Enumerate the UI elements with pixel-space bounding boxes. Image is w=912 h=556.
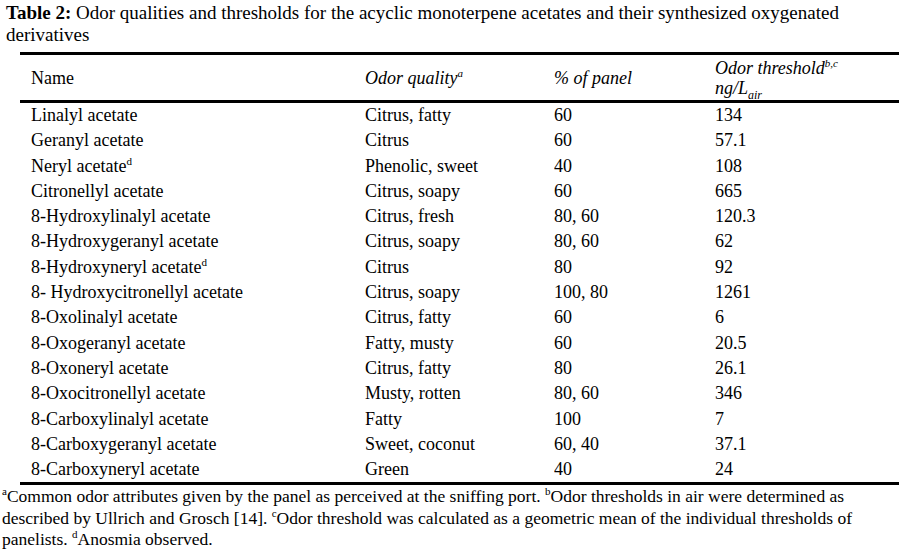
cell-threshold: 134 (715, 102, 899, 129)
cell-name: 8-Carboxylinalyl acetate (20, 407, 365, 432)
cell-name: Citronellyl acetate (20, 179, 365, 204)
table-header: Name Odor qualitya % of panel Odor thres… (20, 54, 899, 102)
table-row: 8- Hydroxycitronellyl acetate Citrus, so… (20, 280, 899, 305)
cell-percent-panel: 40 (554, 154, 715, 179)
cell-name: Geranyl acetate (20, 128, 365, 153)
cell-percent-panel: 60 (554, 102, 715, 129)
cell-name: 8-Oxocitronellyl acetate (20, 381, 365, 406)
unit-subscript-air: air (748, 87, 762, 101)
cell-percent-panel: 40 (554, 457, 715, 484)
col-header-percent-panel: % of panel (554, 54, 715, 102)
table-row: Linalyl acetate Citrus, fatty 60 134 (20, 102, 899, 129)
cell-name: 8- Hydroxycitronellyl acetate (20, 280, 365, 305)
footnotes: aCommon odor attributes given by the pan… (2, 486, 908, 551)
footnote-marker-bc: b,c (825, 57, 838, 69)
col-header-odor-threshold: Odor thresholdb,cng/Lair (715, 54, 899, 102)
cell-odor-quality: Green (365, 457, 554, 484)
table-row: 8-Oxocitronellyl acetate Musty, rotten 8… (20, 381, 899, 406)
cell-threshold: 57.1 (715, 128, 899, 153)
table-row: Citronellyl acetate Citrus, soapy 60 665 (20, 179, 899, 204)
cell-odor-quality: Fatty (365, 407, 554, 432)
table-row: Geranyl acetate Citrus 60 57.1 (20, 128, 899, 153)
cell-name: 8-Hydroxylinalyl acetate (20, 204, 365, 229)
cell-threshold: 37.1 (715, 432, 899, 457)
cell-odor-quality: Citrus, soapy (365, 280, 554, 305)
cell-odor-quality: Citrus, fatty (365, 356, 554, 381)
cell-name: 8-Carboxyneryl acetate (20, 457, 365, 484)
cell-threshold: 24 (715, 457, 899, 484)
footnote-a: aCommon odor attributes given by the pan… (2, 486, 545, 506)
cell-odor-quality: Citrus, fresh (365, 204, 554, 229)
table-row: 8-Hydroxylinalyl acetate Citrus, fresh 8… (20, 204, 899, 229)
cell-percent-panel: 80 (554, 255, 715, 280)
cell-name: 8-Oxoneryl acetate (20, 356, 365, 381)
footnote-d: dAnosmia observed. (72, 529, 213, 549)
cell-threshold: 6 (715, 305, 899, 330)
cell-percent-panel: 60 (554, 179, 715, 204)
cell-threshold: 7 (715, 407, 899, 432)
table-row: 8-Hydroxyneryl acetated Citrus 80 92 (20, 255, 899, 280)
table-row: 8-Hydroxygeranyl acetate Citrus, soapy 8… (20, 229, 899, 254)
cell-threshold: 108 (715, 154, 899, 179)
cell-odor-quality: Fatty, musty (365, 331, 554, 356)
table-row: 8-Carboxygeranyl acetate Sweet, coconut … (20, 432, 899, 457)
cell-percent-panel: 60 (554, 128, 715, 153)
table-row: 8-Oxoneryl acetate Citrus, fatty 80 26.1 (20, 356, 899, 381)
cell-odor-quality: Phenolic, sweet (365, 154, 554, 179)
odor-threshold-table: Name Odor qualitya % of panel Odor thres… (20, 52, 899, 485)
cell-odor-quality: Musty, rotten (365, 381, 554, 406)
cell-odor-quality: Sweet, coconut (365, 432, 554, 457)
cell-name: 8-Oxogeranyl acetate (20, 331, 365, 356)
table-caption-text: Odor qualities and thresholds for the ac… (6, 2, 839, 45)
cell-threshold: 346 (715, 381, 899, 406)
cell-odor-quality: Citrus, soapy (365, 229, 554, 254)
cell-percent-panel: 80, 60 (554, 381, 715, 406)
cell-percent-panel: 80, 60 (554, 204, 715, 229)
cell-threshold: 62 (715, 229, 899, 254)
header-row: Name Odor qualitya % of panel Odor thres… (20, 54, 899, 102)
cell-percent-panel: 100, 80 (554, 280, 715, 305)
cell-name: 8-Hydroxygeranyl acetate (20, 229, 365, 254)
cell-name: Linalyl acetate (20, 102, 365, 129)
cell-odor-quality: Citrus (365, 128, 554, 153)
cell-name: Neryl acetated (20, 154, 365, 179)
table-row: 8-Oxogeranyl acetate Fatty, musty 60 20.… (20, 331, 899, 356)
cell-percent-panel: 80 (554, 356, 715, 381)
cell-percent-panel: 60, 40 (554, 432, 715, 457)
paper-page: Table 2: Odor qualities and thresholds f… (0, 0, 912, 556)
col-header-odor-quality: Odor qualitya (365, 54, 554, 102)
cell-name: 8-Hydroxyneryl acetated (20, 255, 365, 280)
table-body: Linalyl acetate Citrus, fatty 60 134 Ger… (20, 102, 899, 484)
cell-odor-quality: Citrus, fatty (365, 102, 554, 129)
cell-threshold: 1261 (715, 280, 899, 305)
cell-threshold: 665 (715, 179, 899, 204)
cell-odor-quality: Citrus, fatty (365, 305, 554, 330)
table-row: 8-Oxolinalyl acetate Citrus, fatty 60 6 (20, 305, 899, 330)
table-caption-label: Table 2: (6, 2, 71, 23)
cell-threshold: 120.3 (715, 204, 899, 229)
cell-percent-panel: 100 (554, 407, 715, 432)
table-row: 8-Carboxylinalyl acetate Fatty 100 7 (20, 407, 899, 432)
cell-threshold: 20.5 (715, 331, 899, 356)
table-caption: Table 2: Odor qualities and thresholds f… (6, 2, 904, 46)
table-row: Neryl acetated Phenolic, sweet 40 108 (20, 154, 899, 179)
table-row: 8-Carboxyneryl acetate Green 40 24 (20, 457, 899, 484)
cell-threshold: 92 (715, 255, 899, 280)
footnote-marker-a: a (458, 67, 464, 79)
cell-odor-quality: Citrus (365, 255, 554, 280)
col-header-name: Name (20, 54, 365, 102)
cell-threshold: 26.1 (715, 356, 899, 381)
cell-percent-panel: 60 (554, 331, 715, 356)
cell-name: 8-Carboxygeranyl acetate (20, 432, 365, 457)
cell-percent-panel: 80, 60 (554, 229, 715, 254)
cell-name: 8-Oxolinalyl acetate (20, 305, 365, 330)
cell-odor-quality: Citrus, soapy (365, 179, 554, 204)
cell-percent-panel: 60 (554, 305, 715, 330)
